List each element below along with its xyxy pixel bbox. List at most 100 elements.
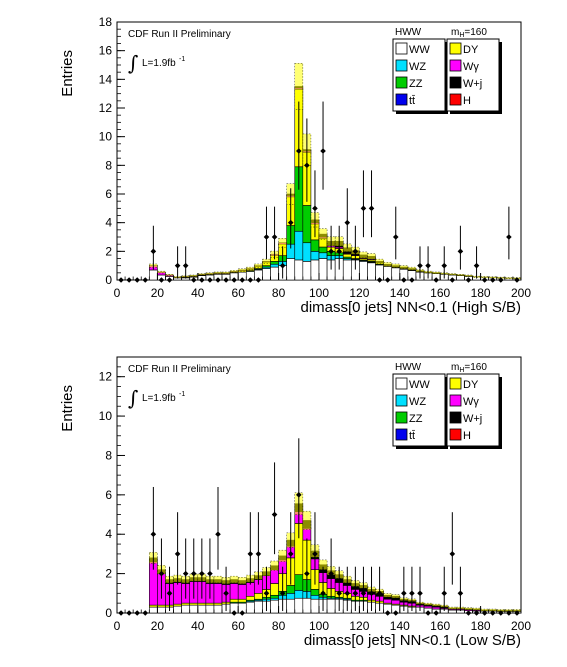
bar-wg	[391, 599, 401, 605]
legend-swatch-zz	[395, 76, 408, 89]
bar-ww	[270, 266, 279, 280]
uncertainty-band	[423, 602, 433, 606]
data-point	[457, 590, 464, 597]
x-tick-label: 140	[390, 619, 410, 633]
uncertainty-band	[367, 253, 376, 260]
bar-wg	[270, 569, 279, 584]
data-point	[481, 610, 488, 616]
data-point	[239, 610, 246, 616]
uncertainty-band	[391, 263, 401, 268]
bar-ww	[197, 604, 207, 613]
bar-ww	[359, 261, 368, 280]
uncertainty-band	[213, 271, 223, 274]
bar-wz	[286, 593, 296, 600]
integral-symbol: ∫	[128, 386, 138, 410]
uncertainty-band	[229, 270, 239, 273]
uncertainty-band	[189, 274, 199, 277]
uncertainty-band	[278, 549, 287, 562]
legend-swatch-ww	[395, 42, 408, 55]
data-point	[360, 205, 367, 212]
bar-zz	[286, 585, 296, 594]
y-tick-label: 12	[99, 370, 113, 384]
x-tick-label: 200	[511, 619, 531, 633]
x-tick-label: 60	[232, 286, 246, 300]
data-point	[392, 234, 399, 240]
y-tick-label: 0	[105, 273, 112, 287]
legend-swatch-ww	[395, 377, 408, 390]
uncertainty-band	[407, 266, 417, 271]
uncertainty-band	[221, 271, 231, 274]
legend-label-wg: Wγ	[463, 61, 479, 73]
chart-title: CDF Run II Preliminary	[128, 364, 231, 375]
legend-swatch-wz	[395, 394, 408, 407]
bar-ww	[205, 604, 215, 613]
data-point	[166, 590, 173, 597]
y-tick-label: 0	[105, 606, 112, 620]
data-point	[199, 570, 205, 577]
uncertainty-band	[359, 251, 368, 259]
data-point	[409, 590, 415, 597]
data-point	[489, 610, 496, 616]
luminosity-label: L=1.9fb	[142, 393, 176, 404]
data-point	[174, 551, 181, 557]
data-point	[425, 262, 431, 269]
bar-ww	[326, 598, 336, 613]
bar-ww	[286, 258, 296, 280]
data-point	[223, 277, 229, 283]
uncertainty-band	[448, 606, 457, 610]
uncertainty-band	[391, 594, 401, 599]
y-tick-label: 12	[99, 101, 113, 115]
legend-label-wj: W+j	[463, 413, 482, 425]
bar-zz	[270, 261, 279, 265]
data-points	[118, 438, 520, 616]
legend-swatch-wz	[395, 59, 408, 72]
data-point	[401, 277, 407, 283]
bar-ww	[213, 604, 223, 613]
legend-header-mass: mH=160	[451, 362, 487, 374]
data-point	[296, 492, 302, 498]
x-tick-label: 80	[272, 619, 286, 633]
x-tick-label: 100	[309, 286, 329, 300]
data-point	[247, 551, 254, 557]
bar-wg	[383, 598, 393, 604]
data-point	[158, 277, 165, 283]
data-point	[231, 277, 237, 283]
luminosity-exponent: -1	[179, 391, 185, 398]
y-tick-label: 14	[99, 72, 113, 86]
bar-wz	[318, 252, 328, 259]
uncertainty-band	[278, 238, 287, 248]
legend-label-wj: W+j	[463, 78, 482, 90]
x-tick-label: 20	[151, 286, 165, 300]
luminosity-label: L=1.9fb	[142, 58, 176, 69]
bar-dy	[270, 583, 279, 596]
bar-dy	[229, 598, 239, 603]
uncertainty-band	[383, 262, 392, 267]
data-point	[239, 277, 246, 283]
data-point	[417, 262, 423, 269]
legend-header-mass: mH=160	[451, 27, 487, 39]
bar-ww	[181, 604, 191, 613]
bar-ww	[294, 259, 304, 280]
bar-ww	[262, 268, 271, 280]
data-point	[279, 262, 286, 269]
data-point	[498, 610, 504, 616]
uncertainty-band	[399, 265, 409, 269]
data-point	[489, 277, 496, 283]
data-point	[263, 234, 270, 240]
legend-label-wg: Wγ	[463, 396, 479, 408]
bar-wz	[294, 230, 304, 261]
legend-header-process: HWW	[395, 362, 422, 373]
data-point	[481, 277, 488, 283]
data-point	[312, 551, 318, 557]
data-point	[190, 277, 197, 283]
data-point	[320, 590, 326, 597]
uncertainty-band	[262, 258, 271, 264]
bar-ww	[391, 267, 401, 280]
bar-zz	[302, 205, 312, 244]
legend-label-tt: tt̄	[409, 95, 415, 107]
uncertainty-band	[504, 277, 514, 280]
bar-ww	[149, 606, 158, 613]
data-point	[158, 570, 165, 577]
bar-ww	[189, 604, 199, 613]
